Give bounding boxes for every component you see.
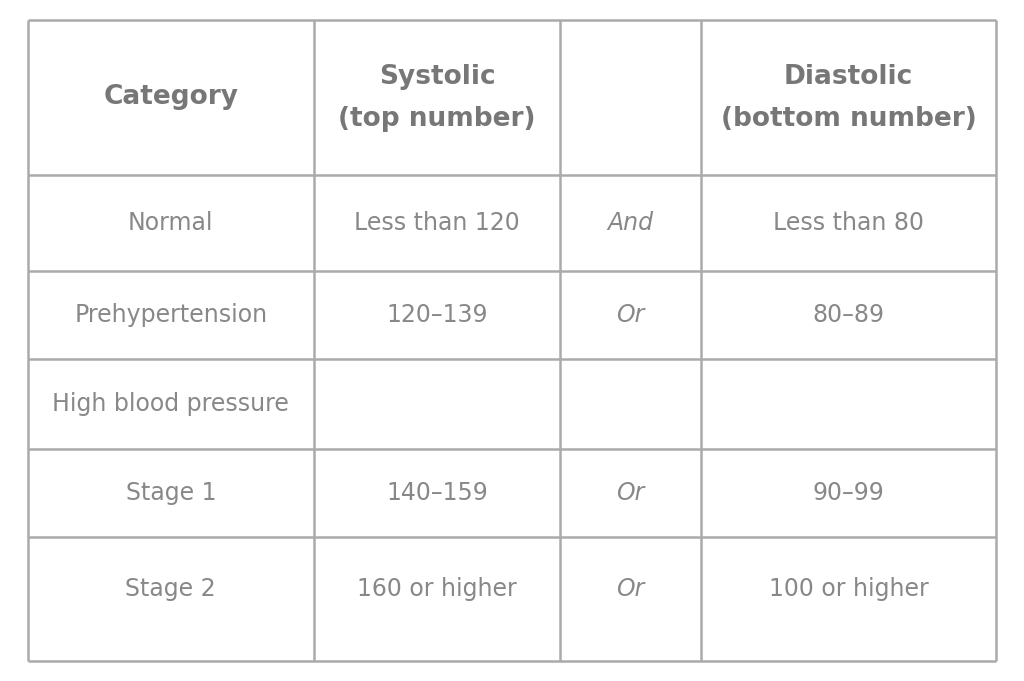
Text: Stage 2: Stage 2: [126, 577, 216, 601]
Text: And: And: [607, 211, 653, 235]
Text: Prehypertension: Prehypertension: [74, 303, 267, 327]
Text: High blood pressure: High blood pressure: [52, 392, 289, 416]
Text: Or: Or: [616, 577, 645, 601]
Text: 140–159: 140–159: [386, 481, 487, 505]
Text: Or: Or: [616, 481, 645, 505]
Text: Less than 80: Less than 80: [773, 211, 924, 235]
Text: Less than 120: Less than 120: [354, 211, 520, 235]
Text: Or: Or: [616, 303, 645, 327]
Text: 120–139: 120–139: [386, 303, 487, 327]
Text: 90–99: 90–99: [812, 481, 885, 505]
Text: Systolic
(top number): Systolic (top number): [338, 63, 536, 131]
Text: 80–89: 80–89: [812, 303, 885, 327]
Text: Diastolic
(bottom number): Diastolic (bottom number): [721, 63, 976, 131]
Text: 160 or higher: 160 or higher: [357, 577, 517, 601]
Text: Normal: Normal: [128, 211, 214, 235]
Text: Category: Category: [103, 84, 239, 110]
Text: 100 or higher: 100 or higher: [768, 577, 928, 601]
Text: Stage 1: Stage 1: [126, 481, 216, 505]
